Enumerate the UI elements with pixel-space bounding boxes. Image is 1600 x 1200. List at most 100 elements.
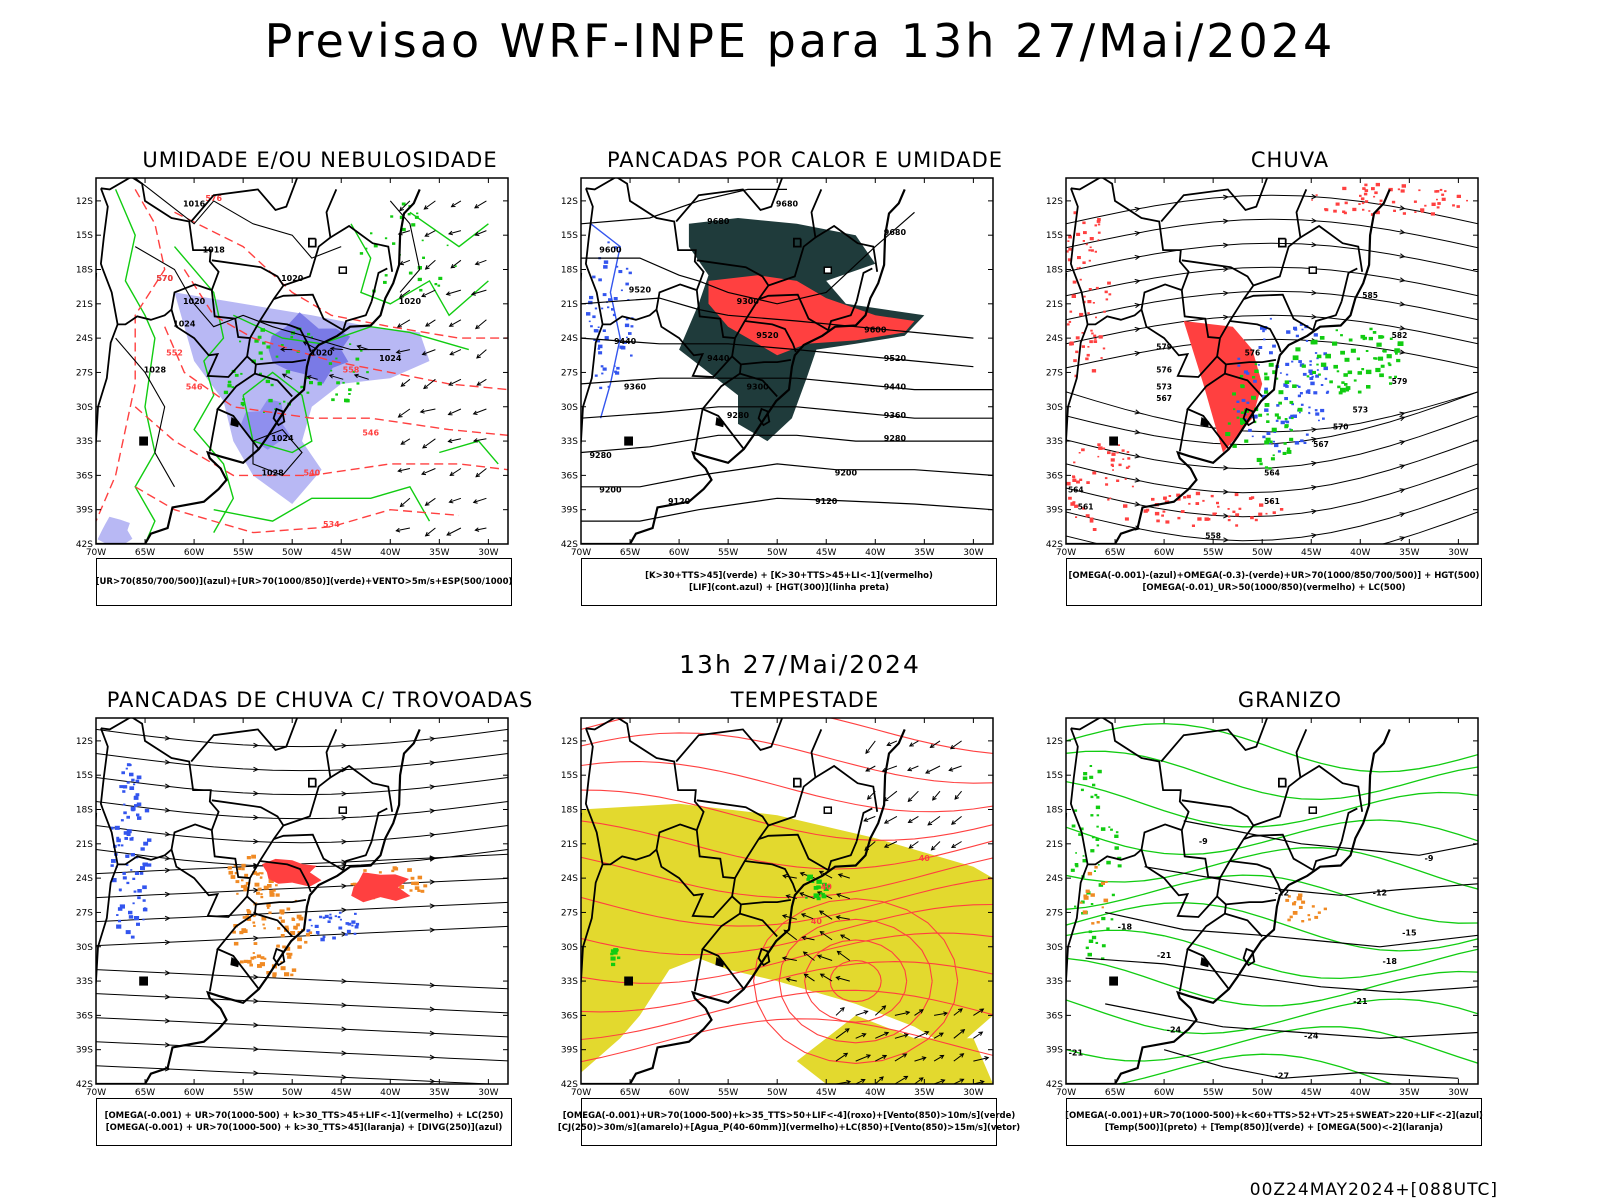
temp-850-cell [1096,796,1100,799]
rain-cell [1379,202,1382,205]
omega-strong-cell [1287,447,1291,451]
contour-label: 573 [1352,406,1368,415]
wind-vector-head [903,1033,909,1038]
divergence-cell [125,767,128,770]
lon-tick-label: 65W [620,1088,640,1098]
divergence-cell [109,826,114,830]
thunderstorm-moderate-cell [378,871,382,874]
wind-vector [357,345,369,351]
plot-area: 5855825795765795765735675735705675645615… [1066,178,1478,544]
rain-cell [1079,478,1083,481]
omega-strong-cell [1338,391,1343,395]
thunderstorm-moderate-cell [266,906,270,909]
rain-cell [1126,451,1130,454]
contour-label: 9440 [614,337,637,346]
temp-850-cell [1082,855,1085,857]
thunderstorm-moderate-cell [282,945,286,949]
wind-vector [949,765,962,771]
border-line [1229,320,1282,353]
divergence-cell [122,872,126,875]
contour-label: 9360 [624,383,647,392]
omega-weak-cell [1264,408,1269,412]
rain-cell [1434,190,1438,193]
omega-strong-cell [1343,373,1348,377]
border-line [675,178,783,223]
wind-vector-head [863,817,869,822]
wind-vector-head [475,472,481,478]
reservoir [1308,266,1318,274]
wind-vector-head [785,894,791,899]
humidity-core [241,399,291,450]
rain-cell [1342,186,1347,191]
wind-vector [421,468,436,475]
omega-500-cell [1301,900,1306,904]
rain-cell [1456,194,1461,198]
contour-label: 9360 [884,411,907,420]
wind-vector [474,200,487,209]
divergence-cell [116,924,122,929]
rain-cell [1087,312,1090,315]
wind-vector-head [836,950,842,956]
border-line [1253,729,1308,827]
contour-label: 9520 [884,354,907,363]
omega-strong-cell [1375,367,1381,373]
contour-label: 9200 [599,486,622,495]
omega-weak-cell [1272,344,1276,348]
rain-cell [1272,511,1276,514]
border-line [1312,301,1343,331]
low-level-streamline [753,898,959,1064]
omega-weak-cell [1302,372,1307,376]
wind-vector [908,815,919,823]
streamline-arrow [1399,349,1406,355]
rain-cell [1082,507,1086,510]
wind-vector-head [447,230,454,236]
thunderstorm-moderate-cell [259,962,265,967]
border-line [170,290,252,378]
wind-vector-head [445,291,451,296]
plot-area: 9680968096809600952094409360930095209440… [581,178,993,544]
strong-wind-cell [822,892,825,895]
contour-label: 579 [1156,343,1172,352]
omega-strong-cell [1329,380,1333,384]
rain-cell [1089,519,1094,523]
wind-vector [799,892,815,900]
omega-weak-cell [1266,431,1271,435]
rain-cell [1439,188,1443,191]
divergence-cell [120,819,124,822]
rain-cell [1090,249,1094,252]
humidity-low-cell [408,271,413,275]
wind-vector [820,931,833,941]
border-line [1225,899,1277,906]
streamline [1066,194,1478,225]
thunderstorm-moderate-cell [272,972,277,976]
omega-strong-cell [1320,362,1327,367]
rain-cell [1117,444,1120,446]
rain-cell [1431,202,1436,206]
omega-weak-cell [1298,385,1301,388]
temp-850-contour [1066,750,1478,801]
lat-tick-label: 24S [561,334,578,344]
contour-label: 1018 [203,245,226,254]
lon-tick-label: 45W [816,548,836,558]
lat-tick-label: 24S [76,874,93,884]
wind-vector [874,1076,884,1084]
wind-vector-head [400,382,406,387]
streamline-arrow [164,831,171,837]
rain-cell [1227,519,1231,522]
rain-cell [1143,509,1148,513]
border-line [814,764,879,812]
wind-vector-head [448,381,454,386]
temp-850-cell [1074,809,1078,812]
omega-500-cell [1090,893,1095,897]
reservoir [823,806,833,814]
rain-cell [1082,240,1085,242]
border-line [170,830,252,918]
lagoon [272,407,286,427]
lon-tick-label: 30W [478,548,498,558]
omega-strong-cell [1389,337,1393,340]
strong-wind-cell [612,950,618,955]
rain-cell [1269,500,1272,503]
omega-weak-cell [1272,440,1275,443]
divergence-cell [314,924,319,928]
